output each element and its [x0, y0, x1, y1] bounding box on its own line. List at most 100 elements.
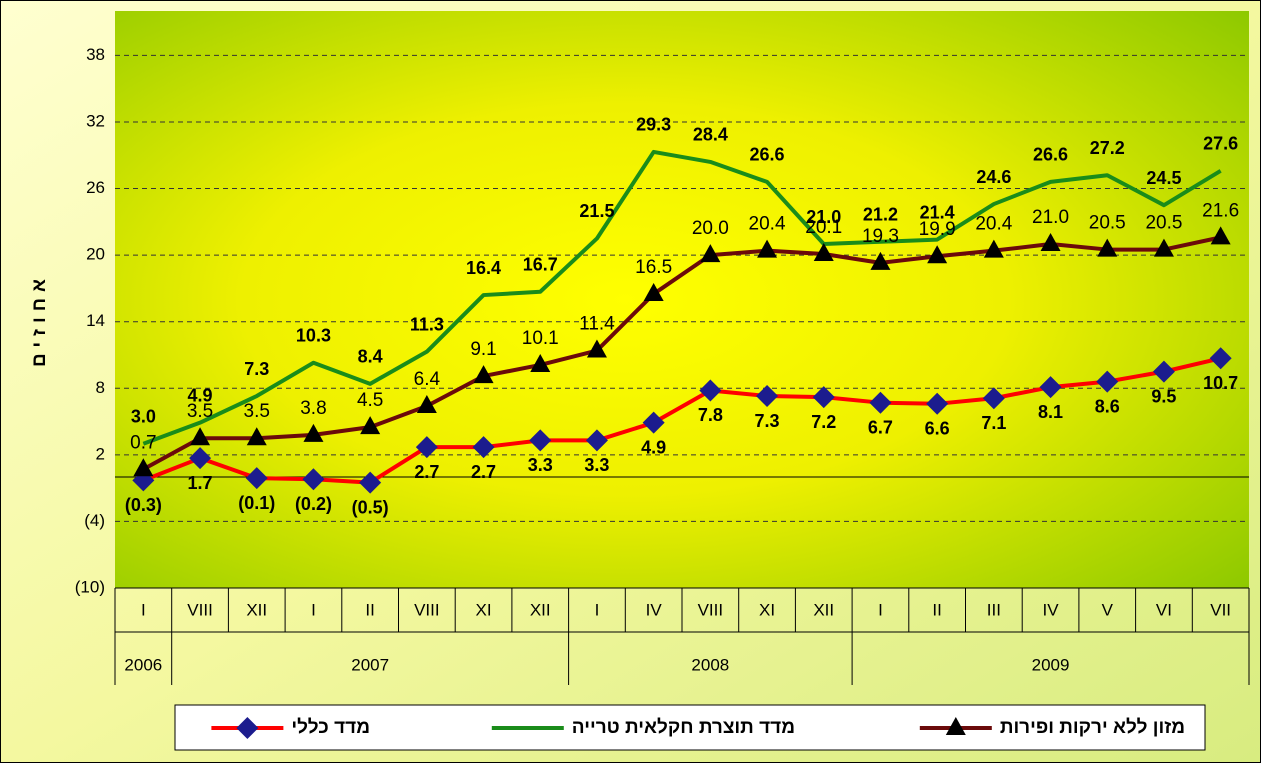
- x-tick-label: III: [987, 600, 1001, 619]
- marker: [813, 243, 834, 262]
- marker: [302, 468, 325, 491]
- data-label: 7.2: [811, 412, 836, 432]
- marker: [585, 429, 608, 452]
- data-label: 6.4: [414, 369, 441, 390]
- data-label: 3.0: [131, 407, 156, 427]
- data-label: 21.6: [1202, 200, 1239, 221]
- data-label: 1.7: [188, 473, 213, 493]
- x-tick-label: VI: [1156, 600, 1172, 619]
- plot-area: [115, 11, 1249, 588]
- marker: [359, 471, 382, 494]
- data-label: 26.6: [750, 145, 785, 165]
- data-label: 3.3: [584, 455, 609, 475]
- y-tick-label: 38: [86, 45, 105, 64]
- x-tick-label: XII: [246, 600, 267, 619]
- marker: [643, 282, 664, 301]
- data-label: 8.1: [1038, 402, 1063, 422]
- data-label: 28.4: [693, 125, 728, 145]
- x-tick-label: II: [365, 600, 374, 619]
- data-label: 6.7: [868, 417, 893, 437]
- data-label: 10.3: [296, 325, 331, 345]
- x-tick-label: XI: [476, 600, 492, 619]
- marker: [1097, 238, 1118, 257]
- data-label: 19.3: [862, 226, 899, 247]
- marker: [699, 379, 722, 402]
- marker: [416, 395, 437, 414]
- data-label: 20.4: [975, 214, 1012, 235]
- data-label: 8.6: [1095, 396, 1120, 416]
- data-label: 0.7: [130, 432, 156, 453]
- marker: [926, 392, 949, 415]
- data-label: 7.8: [698, 405, 723, 425]
- marker: [530, 353, 551, 372]
- marker: [529, 429, 552, 452]
- data-label: 2.7: [471, 462, 496, 482]
- data-label: 4.9: [641, 437, 666, 457]
- legend-marker: [945, 717, 966, 735]
- y-tick-label: 14: [86, 311, 105, 330]
- data-label: 27.2: [1090, 138, 1125, 158]
- marker: [303, 423, 324, 442]
- data-label: 29.3: [636, 115, 671, 135]
- data-label: 20.0: [692, 218, 729, 239]
- marker: [642, 411, 665, 434]
- marker: [927, 245, 948, 264]
- marker: [700, 244, 721, 263]
- x-tick-label: VIII: [698, 600, 724, 619]
- data-label: 11.3: [410, 314, 444, 334]
- data-label: 3.5: [187, 401, 213, 422]
- series-line: [142, 149, 1222, 446]
- x-tick-label: VIII: [414, 600, 440, 619]
- x-tick-label: XII: [530, 600, 551, 619]
- year-label: 2009: [1032, 655, 1070, 674]
- x-tick-label: IV: [646, 600, 663, 619]
- data-label: 19.9: [919, 219, 956, 240]
- x-tick-label: I: [595, 600, 600, 619]
- data-label: 24.5: [1146, 168, 1181, 188]
- marker: [1210, 226, 1231, 245]
- y-tick-label: 2: [96, 444, 105, 463]
- data-label: 10.1: [522, 328, 559, 349]
- data-label: 20.5: [1145, 213, 1182, 234]
- x-tick-label: V: [1102, 600, 1114, 619]
- x-tick-label: IV: [1043, 600, 1060, 619]
- y-tick-label: 26: [86, 178, 105, 197]
- data-label: 21.0: [1032, 207, 1069, 228]
- marker: [189, 447, 212, 470]
- year-label: 2008: [691, 655, 729, 674]
- x-tick-label: I: [141, 600, 146, 619]
- marker: [756, 385, 779, 408]
- data-label: 27.6: [1203, 134, 1238, 154]
- y-tick-label: (4): [84, 511, 105, 530]
- x-tick-label: I: [878, 600, 883, 619]
- y-axis-label: אחוזים: [29, 273, 50, 367]
- data-label: 7.1: [981, 413, 1006, 433]
- x-tick-label: XII: [813, 600, 834, 619]
- marker: [757, 239, 778, 258]
- marker: [190, 427, 211, 446]
- marker: [1152, 360, 1175, 383]
- data-label: 9.5: [1151, 386, 1176, 406]
- data-label: 21.0: [806, 207, 841, 227]
- x-tick-label: XI: [759, 600, 775, 619]
- x-tick-label: VIII: [187, 600, 213, 619]
- legend-label: מדד תוצרת חקלאית טרייה: [572, 717, 795, 738]
- data-label: 16.5: [635, 257, 672, 278]
- data-label: 10.7: [1203, 373, 1238, 393]
- data-label: 2.7: [414, 462, 439, 482]
- marker: [360, 416, 381, 435]
- marker: [472, 436, 495, 459]
- data-label: 24.6: [976, 167, 1011, 187]
- marker: [246, 427, 267, 446]
- data-label: 16.7: [523, 254, 558, 274]
- marker: [1209, 347, 1232, 370]
- data-label: 3.8: [300, 398, 326, 419]
- data-label: 7.3: [244, 359, 269, 379]
- data-label: 20.5: [1089, 213, 1126, 234]
- data-label: 26.6: [1033, 145, 1068, 165]
- data-label: (0.2): [295, 494, 332, 514]
- data-label: (0.3): [125, 495, 162, 515]
- marker: [869, 391, 892, 414]
- data-label: (0.5): [352, 497, 389, 517]
